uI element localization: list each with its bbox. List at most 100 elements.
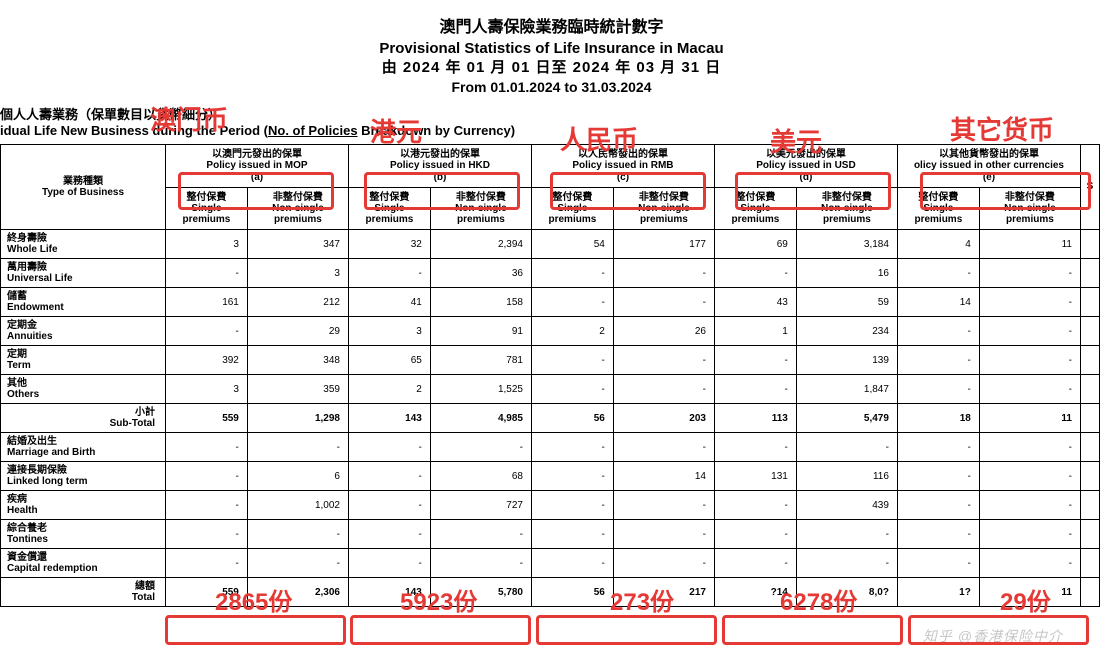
cell: - (897, 346, 979, 375)
cell: 1,847 (796, 375, 897, 404)
cell: - (897, 433, 979, 462)
cell: - (531, 259, 613, 288)
cell: 559 (166, 404, 248, 433)
cell: - (714, 549, 796, 578)
col-currency-0: 以澳門元發出的保單Policy issued in MOP(a) (166, 144, 349, 188)
cell: 56 (531, 404, 613, 433)
cell: - (979, 433, 1080, 462)
cell: - (897, 491, 979, 520)
cell: 65 (348, 346, 430, 375)
cell: - (613, 346, 714, 375)
cell: 161 (166, 288, 248, 317)
cell: - (247, 433, 348, 462)
table-row: 資金償還Capital redemption---------- (1, 549, 1100, 578)
col-nonsingle-0: 非整付保費Non-single premiums (247, 188, 348, 230)
col-nonsingle-2: 非整付保費Non-single premiums (613, 188, 714, 230)
cell: 1 (714, 317, 796, 346)
col-single-1: 整付保費Single premiums (348, 188, 430, 230)
cell: - (979, 288, 1080, 317)
cell: 56 (531, 578, 613, 607)
cell: 143 (348, 578, 430, 607)
watermark: 知乎 @香港保险中介 (923, 626, 1063, 646)
col-currency-2: 以人民幣發出的保單Policy issued in RMB(c) (531, 144, 714, 188)
cell-tail (1081, 462, 1100, 491)
cell: 36 (430, 259, 531, 288)
cell: 113 (714, 404, 796, 433)
subheader: 個人人壽業務（保單數目以貨幣細分） idual Life New Busines… (0, 104, 1103, 138)
cell-tail (1081, 346, 1100, 375)
cell-tail (1081, 317, 1100, 346)
cell: - (166, 549, 248, 578)
cell: 139 (796, 346, 897, 375)
cell: - (897, 259, 979, 288)
cell: 781 (430, 346, 531, 375)
cell: - (348, 259, 430, 288)
cell: - (714, 491, 796, 520)
col-nonsingle-1: 非整付保費Non-single premiums (430, 188, 531, 230)
cell: - (613, 491, 714, 520)
cell: 2 (348, 375, 430, 404)
cell: 359 (247, 375, 348, 404)
row-label: 連接長期保險Linked long term (1, 462, 166, 491)
cell: - (979, 462, 1080, 491)
cell: - (531, 375, 613, 404)
cell-tail (1081, 230, 1100, 259)
table-row: 定期Term39234865781---139-- (1, 346, 1100, 375)
col-single-0: 整付保費Single premiums (166, 188, 248, 230)
cell: - (430, 549, 531, 578)
cell: - (348, 433, 430, 462)
table-row: 其他Others335921,525---1,847-- (1, 375, 1100, 404)
cell: - (613, 433, 714, 462)
cell: 4,985 (430, 404, 531, 433)
cell: 727 (430, 491, 531, 520)
cell: - (531, 346, 613, 375)
row-label: 資金償還Capital redemption (1, 549, 166, 578)
cell: 26 (613, 317, 714, 346)
cell-tail (1081, 520, 1100, 549)
cell: 68 (430, 462, 531, 491)
period-cn: 由 2024 年 01 月 01 日至 2024 年 03 月 31 日 (0, 58, 1103, 78)
cell: 14 (897, 288, 979, 317)
cell: 212 (247, 288, 348, 317)
cell: 347 (247, 230, 348, 259)
cell: 559 (166, 578, 248, 607)
cell: - (979, 375, 1080, 404)
table-row: 小計Sub-Total5591,2981434,985562031135,479… (1, 404, 1100, 433)
cell: - (714, 520, 796, 549)
cell: 43 (714, 288, 796, 317)
redbox-total-0 (165, 615, 346, 645)
cell: - (897, 520, 979, 549)
cell: 2 (531, 317, 613, 346)
cell: 1,002 (247, 491, 348, 520)
col-single-3: 整付保費Single premiums (714, 188, 796, 230)
cell: - (796, 549, 897, 578)
col-currency-4: 以其他貨幣發出的保單olicy issued in other currenci… (897, 144, 1080, 188)
cell: - (979, 346, 1080, 375)
table-row: 定期金Annuities-293912261234-- (1, 317, 1100, 346)
cell: - (348, 491, 430, 520)
cell: - (348, 549, 430, 578)
table-row: 連接長期保險Linked long term-6-68-14131116-- (1, 462, 1100, 491)
cell: - (979, 549, 1080, 578)
row-label: 萬用壽險Universal Life (1, 259, 166, 288)
col-currency-1: 以港元發出的保單Policy issued in HKD(b) (348, 144, 531, 188)
cell: - (897, 462, 979, 491)
table-row: 疾病Health-1,002-727---439-- (1, 491, 1100, 520)
cell: - (166, 491, 248, 520)
cell: - (166, 259, 248, 288)
cell: 158 (430, 288, 531, 317)
cell: 8,0? (796, 578, 897, 607)
col-nonsingle-3: 非整付保費Non-single premiums (796, 188, 897, 230)
cell: - (613, 288, 714, 317)
cell: 41 (348, 288, 430, 317)
cell-tail (1081, 578, 1100, 607)
cell: - (531, 433, 613, 462)
col-single-2: 整付保費Single premiums (531, 188, 613, 230)
redbox-total-2 (536, 615, 717, 645)
cell: 116 (796, 462, 897, 491)
row-label: 疾病Health (1, 491, 166, 520)
cell-tail (1081, 288, 1100, 317)
cell: - (531, 549, 613, 578)
cell: 69 (714, 230, 796, 259)
cell: 11 (979, 230, 1080, 259)
